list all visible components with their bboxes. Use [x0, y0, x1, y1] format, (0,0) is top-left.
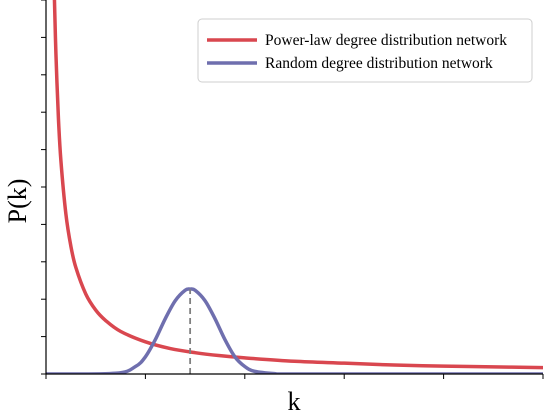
series-line-power-law [52, 0, 543, 370]
axes [41, 0, 544, 379]
legend-label-random: Random degree distribution network [265, 55, 493, 72]
x-ticks [45, 374, 544, 379]
y-ticks [41, 0, 46, 375]
legend: Power-law degree distribution network Ra… [197, 18, 533, 83]
legend-label-power-law: Power-law degree distribution network [265, 32, 507, 49]
y-axis-label: P(k) [3, 179, 32, 224]
x-axis-label: k [288, 387, 301, 416]
legend-box [197, 18, 533, 83]
